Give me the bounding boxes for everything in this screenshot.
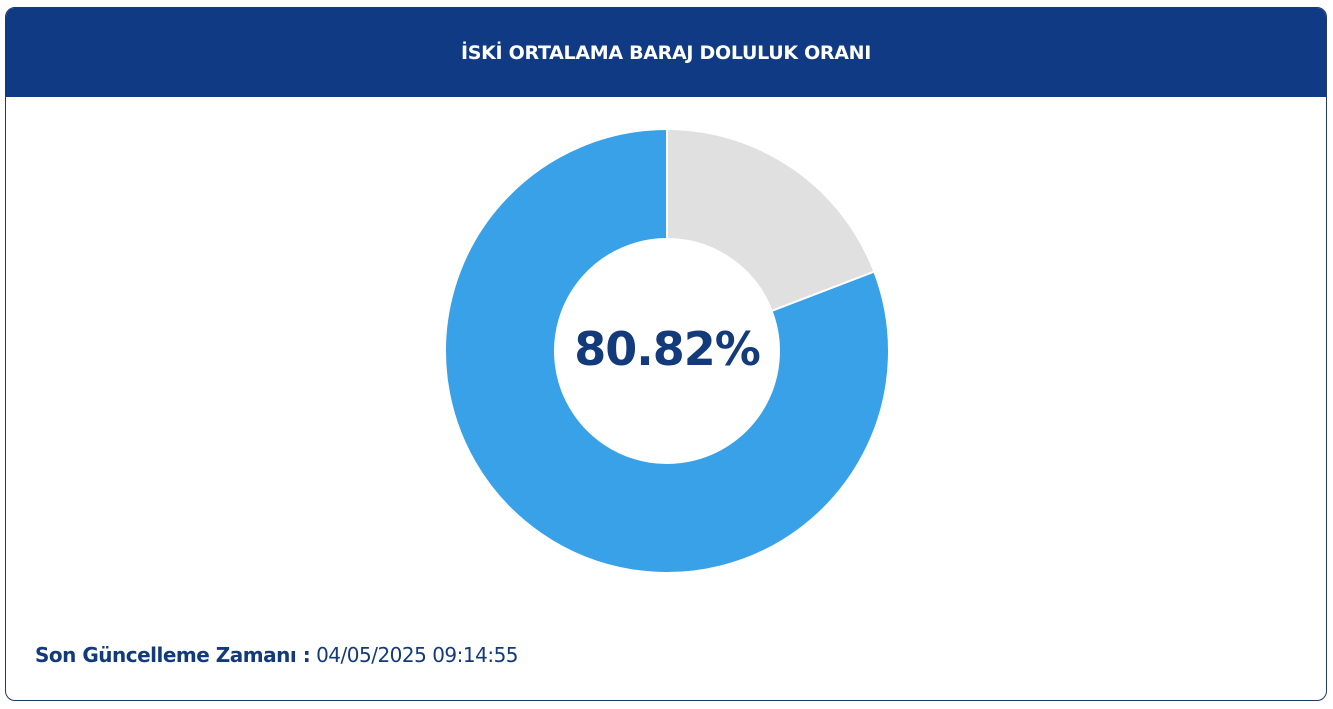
donut-slice-boş[interactable]	[666, 127, 876, 313]
dam-fill-card: İSKİ ORTALAMA BARAJ DOLULUK ORANI	[5, 7, 1327, 701]
last-update-label: Son Güncelleme Zamanı :	[35, 643, 311, 667]
last-update-timestamp: 04/05/2025 09:14:55	[316, 643, 519, 667]
donut-slice-dolu[interactable]	[444, 127, 890, 574]
last-update: Son Güncelleme Zamanı : 04/05/2025 09:14…	[35, 643, 519, 667]
card-title: İSKİ ORTALAMA BARAJ DOLULUK ORANI	[460, 41, 872, 64]
card-header: İSKİ ORTALAMA BARAJ DOLULUK ORANI	[6, 8, 1326, 97]
